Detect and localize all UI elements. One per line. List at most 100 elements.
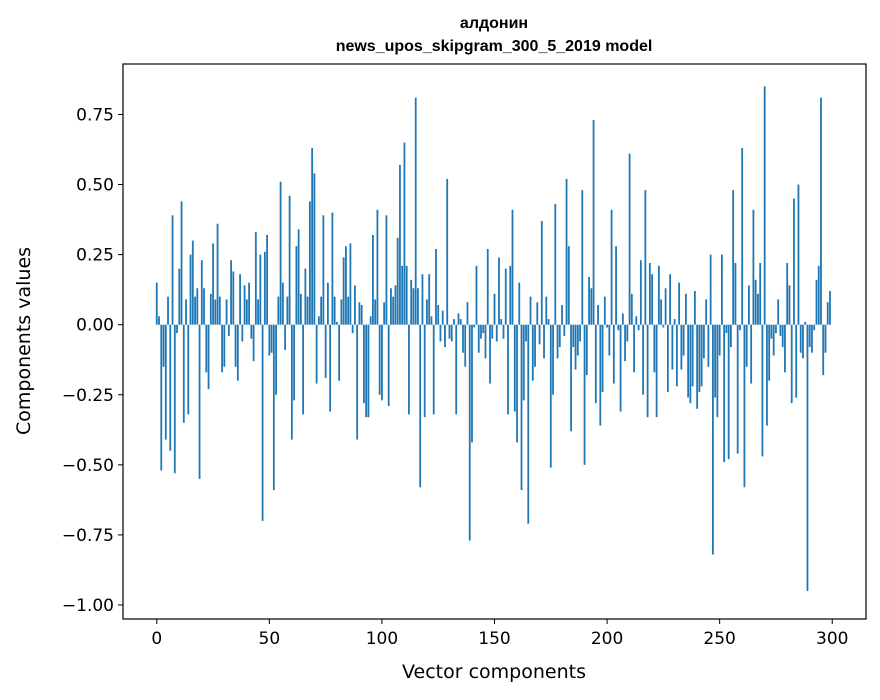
bar-227 (666, 324, 669, 392)
bar-76 (326, 282, 329, 325)
bar-289 (806, 324, 809, 591)
bar-3 (162, 324, 165, 367)
bar-129 (446, 178, 449, 325)
bar-274 (772, 324, 775, 356)
bar-43 (252, 324, 255, 362)
x-tick-label: 50 (259, 629, 281, 649)
bar-87 (351, 324, 354, 334)
bar-67 (306, 296, 309, 325)
bar-40 (245, 299, 248, 325)
bar-106 (394, 285, 397, 325)
bar-15 (189, 254, 192, 325)
bar-204 (615, 246, 617, 325)
bar-257 (734, 263, 737, 325)
bar-126 (439, 324, 442, 342)
bar-277 (779, 324, 782, 336)
x-tick-label: 300 (816, 629, 848, 649)
bar-234 (682, 324, 685, 356)
bar-53 (275, 324, 277, 395)
bar-1 (158, 316, 160, 325)
bar-82 (340, 299, 343, 325)
bar-276 (777, 299, 780, 325)
bar-218 (646, 324, 649, 418)
bar-88 (354, 285, 356, 325)
bar-179 (558, 324, 561, 348)
bar-105 (392, 296, 395, 325)
bar-208 (624, 324, 626, 362)
bar-68 (308, 201, 311, 325)
bar-110 (403, 142, 406, 325)
bar-219 (648, 263, 651, 325)
bar-0 (155, 282, 158, 325)
bar-207 (621, 313, 624, 325)
bar-291 (811, 324, 813, 353)
bar-63 (297, 229, 300, 325)
bar-182 (565, 178, 568, 325)
bar-104 (390, 288, 392, 325)
bar-244 (705, 299, 708, 325)
bar-191 (585, 324, 588, 376)
bar-78 (331, 212, 334, 325)
bar-35 (234, 324, 237, 367)
bar-66 (304, 268, 307, 325)
bar-51 (270, 324, 273, 353)
bar-267 (757, 293, 759, 325)
bar-69 (311, 148, 314, 325)
bar-258 (736, 324, 739, 454)
bar-119 (423, 324, 426, 418)
x-tick-label: 0 (151, 629, 162, 649)
bar-154 (502, 324, 505, 339)
bar-93 (365, 324, 368, 418)
bar-114 (412, 288, 415, 325)
bar-157 (509, 265, 512, 325)
bar-124 (435, 249, 437, 325)
bar-200 (606, 324, 608, 328)
bar-166 (529, 296, 532, 325)
bar-113 (410, 279, 413, 325)
bar-253 (725, 324, 728, 334)
bar-211 (630, 293, 633, 325)
bar-214 (637, 324, 640, 331)
bar-13 (185, 299, 187, 325)
bar-6 (169, 324, 172, 451)
bar-209 (626, 324, 629, 342)
x-axis: 0 50 100 150 200 250 300 (151, 619, 848, 649)
bar-162 (520, 324, 523, 491)
bar-79 (333, 296, 336, 325)
bar-47 (261, 324, 264, 521)
bar-164 (525, 324, 527, 342)
bar-138 (466, 302, 469, 325)
bar-282 (790, 324, 793, 404)
bar-72 (317, 316, 320, 325)
bar-144 (480, 324, 482, 339)
bar-263 (748, 285, 750, 325)
bar-60 (290, 324, 293, 440)
bar-161 (518, 282, 521, 325)
bar-213 (635, 316, 638, 325)
y-tick-label: −1.00 (62, 596, 114, 616)
bar-120 (426, 299, 428, 325)
bar-273 (770, 324, 773, 339)
chart-title-line2: news_upos_skipgram_300_5_2019 model (336, 38, 653, 55)
bar-231 (675, 324, 678, 387)
bar-177 (554, 204, 557, 325)
bar-194 (592, 120, 595, 325)
bar-49 (266, 234, 268, 325)
bar-80 (335, 321, 338, 325)
bar-288 (804, 321, 807, 325)
bar-236 (687, 324, 690, 398)
bar-96 (372, 234, 374, 325)
bar-33 (230, 260, 232, 325)
bar-256 (732, 190, 735, 325)
bar-252 (723, 324, 726, 463)
bar-195 (594, 324, 597, 404)
bar-201 (608, 324, 611, 356)
y-axis: 0.75 0.50 0.25 0.00 −0.25 −0.50 −0.75 −1.00 (62, 105, 123, 616)
bar-54 (277, 296, 280, 325)
bar-261 (743, 324, 746, 488)
bar-111 (405, 265, 408, 325)
bar-271 (766, 324, 768, 426)
bar-299 (829, 291, 831, 325)
bar-56 (281, 282, 284, 325)
